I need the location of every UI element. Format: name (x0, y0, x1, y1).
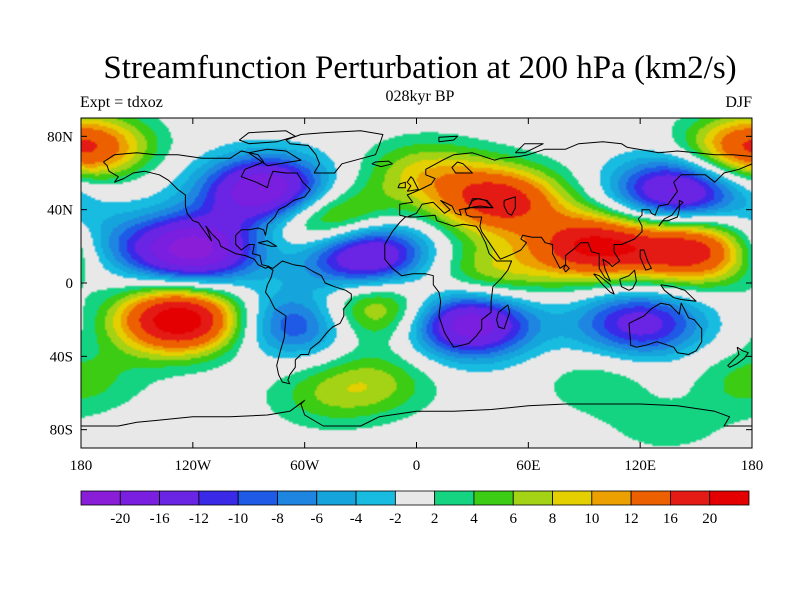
colorbar-box (355, 490, 396, 506)
colorbar-label: -2 (389, 511, 402, 527)
colorbar-box (394, 490, 436, 506)
colorbar-label: 4 (470, 511, 478, 527)
coastline-svalbard (438, 135, 458, 143)
colorbar-label: -6 (311, 511, 324, 527)
lon-tick-label: 0 (413, 458, 421, 474)
colorbar-box (473, 490, 514, 506)
lon-tick-label: 120W (174, 458, 212, 474)
experiment-label: Expt = tdxoz (80, 94, 163, 111)
colorbar-box (591, 490, 632, 506)
colorbar-label: -16 (150, 511, 170, 527)
coastline-new-zealand (727, 346, 749, 368)
lat-tick-label: 80N (47, 129, 73, 145)
lat-tick-label: 0 (66, 276, 74, 292)
coastline-sumatra (593, 273, 615, 295)
lon-tick-label: 180 (70, 458, 93, 474)
coastline-caspian-sea (503, 196, 516, 216)
lat-tick-label: 40S (50, 349, 73, 365)
colorbar-box (237, 490, 278, 506)
lat-tick-label: 80S (50, 423, 73, 439)
colorbar-box (159, 490, 200, 506)
coastline-cuba (257, 240, 278, 247)
coastline-madagascar (496, 304, 511, 330)
coastline-eurasia (399, 141, 752, 282)
colorbar-box (434, 490, 475, 506)
colorbar-label: 12 (624, 511, 639, 527)
figure-subtitle: 028kyr BP (385, 88, 455, 105)
latitude-axis: 80N 40N 0 40S 80S (47, 129, 752, 439)
colorbar-label: 20 (702, 511, 717, 527)
colorbar-box (670, 490, 711, 506)
coastline-north-america (103, 150, 311, 269)
lon-tick-label: 60W (290, 458, 320, 474)
colorbar-box (709, 490, 750, 506)
colorbar-box (198, 490, 239, 506)
coastline-baffin-island (248, 148, 302, 167)
colorbar-label: 16 (663, 511, 679, 527)
colorbar-box (80, 490, 121, 506)
colorbar-label: -4 (350, 511, 363, 527)
colorbar-box (316, 490, 357, 506)
coastline-ellesmere (238, 130, 296, 145)
coastlines (81, 130, 752, 427)
colorbar-box (552, 490, 593, 506)
coastline-japan (658, 200, 684, 227)
coastline-africa (384, 214, 513, 348)
colorbar-label: 8 (549, 511, 557, 527)
longitude-axis: 180 120W 60W 0 60E 120E 180 (70, 118, 764, 474)
colorbar-label: 10 (584, 511, 599, 527)
coastline-sri-lanka (563, 264, 570, 273)
coastline-australia (628, 302, 703, 355)
coastline-new-guinea (660, 284, 697, 302)
colorbar-label: 6 (509, 511, 517, 527)
figure-title: Streamfunction Perturbation at 200 hPa (… (103, 50, 737, 86)
lon-tick-label: 120E (624, 458, 656, 474)
coastline-ireland (397, 181, 406, 189)
coastline-black-sea (468, 198, 494, 209)
coastline-scandinavia-baltic (451, 161, 473, 174)
colorbar: -20 -16 -12 -10 -8 -6 -4 -2 2 4 6 8 10 12 16 20 (80, 490, 750, 527)
coastline-borneo (619, 269, 637, 291)
coastline-south-america (265, 260, 352, 385)
streamfunction-field (81, 118, 752, 448)
colorbar-label: -20 (110, 511, 130, 527)
lat-tick-label: 40N (47, 203, 73, 219)
colorbar-label: -10 (228, 511, 248, 527)
coastline-novaya-zemlya (514, 143, 544, 154)
colorbar-label: -12 (189, 511, 209, 527)
colorbar-box (630, 490, 671, 506)
coastline-philippines (639, 249, 652, 271)
colorbar-label: 2 (431, 511, 439, 527)
colorbar-box (277, 490, 318, 506)
coastline-british-isles (406, 176, 419, 192)
lon-tick-label: 60E (516, 458, 540, 474)
colorbar-box (119, 490, 160, 506)
coastline-antarctica (81, 399, 752, 427)
colorbar-label: -8 (271, 511, 284, 527)
colorbar-box (512, 490, 553, 506)
season-label: DJF (725, 94, 752, 111)
coastline-greenland (285, 130, 384, 174)
coastline-iceland (371, 160, 393, 168)
lon-tick-label: 180 (741, 458, 764, 474)
